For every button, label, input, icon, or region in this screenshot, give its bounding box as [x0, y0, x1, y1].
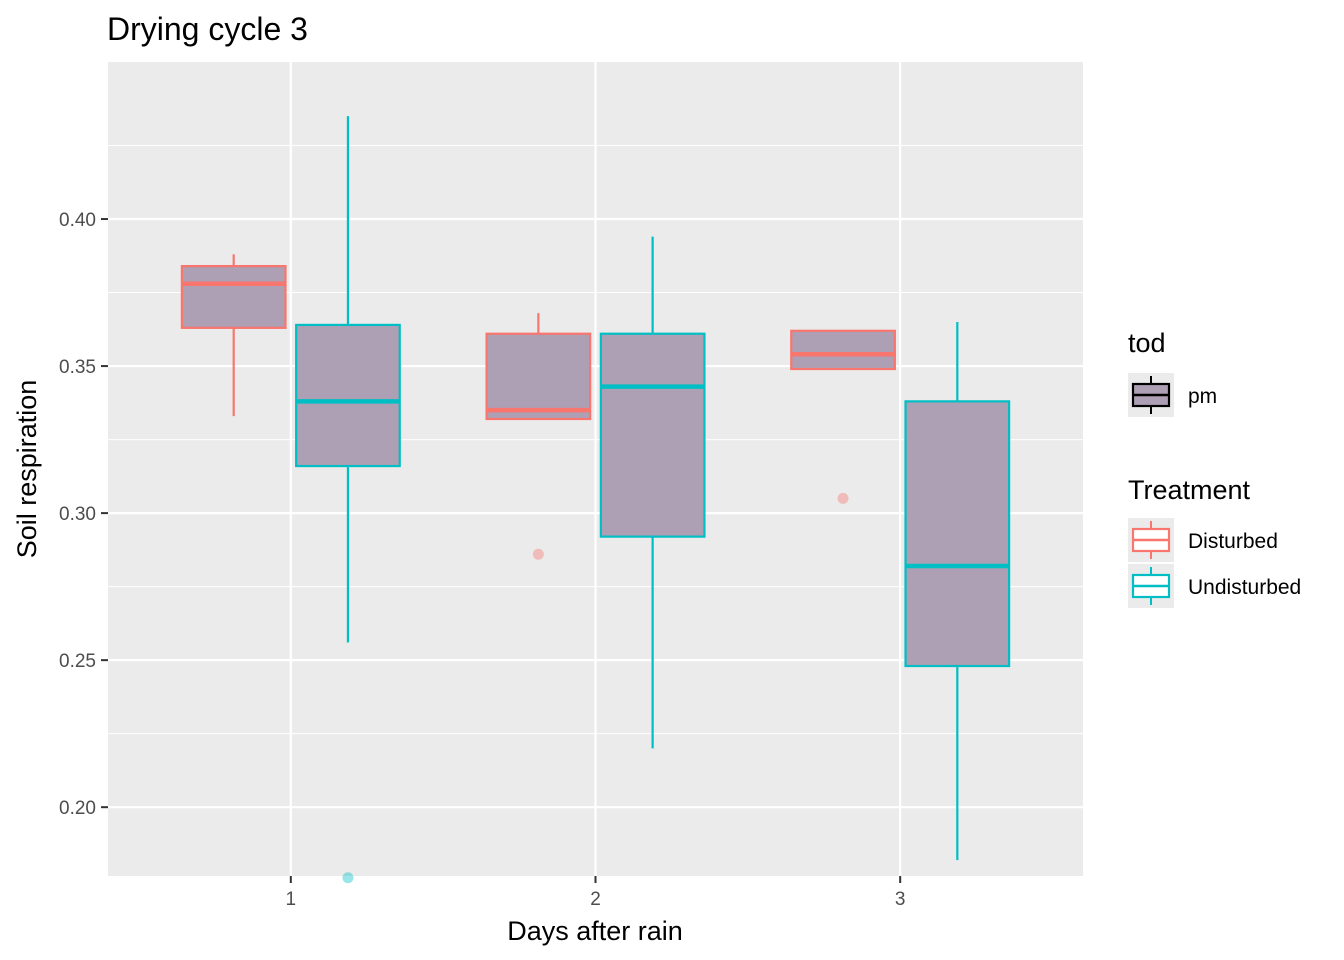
- x-tick-label: 2: [590, 889, 601, 910]
- x-axis: 1 2 3: [286, 876, 906, 910]
- box-disturbed-day-2: [485, 313, 592, 560]
- y-tick-label: 0.20: [59, 798, 96, 819]
- box-body: [904, 400, 1011, 668]
- outlier-point: [532, 548, 544, 560]
- box-body: [599, 332, 706, 538]
- outlier-point: [342, 872, 354, 884]
- legend-title-treatment: Treatment: [1128, 475, 1251, 505]
- legend-title-tod: tod: [1128, 328, 1166, 358]
- legend-key-pm: [1128, 373, 1174, 417]
- box-body: [180, 264, 287, 329]
- legend-key-undisturbed: [1128, 564, 1174, 608]
- box-disturbed-day-3: [790, 329, 896, 504]
- y-tick-label: 0.35: [59, 357, 96, 378]
- y-tick-label: 0.25: [59, 651, 96, 672]
- chart-title: Drying cycle 3: [107, 11, 308, 47]
- outlier-point: [837, 492, 849, 504]
- box-body: [485, 332, 592, 421]
- legend-label-undisturbed: Undisturbed: [1188, 576, 1301, 599]
- x-tick-label: 3: [895, 889, 906, 910]
- y-axis-title: Soil respiration: [12, 380, 42, 559]
- y-tick-label: 0.40: [59, 210, 96, 231]
- x-axis-title: Days after rain: [507, 916, 683, 946]
- legend-label-disturbed: Disturbed: [1188, 530, 1278, 553]
- box-body: [295, 323, 401, 468]
- box-marks: [180, 116, 1011, 884]
- box-disturbed-day-1: [180, 254, 287, 417]
- legend-key-disturbed: [1128, 518, 1174, 562]
- box-body: [790, 329, 896, 371]
- box-undisturbed-day-2: [599, 236, 706, 749]
- y-axis: 0.20 0.25 0.30 0.35 0.40: [59, 210, 108, 819]
- box-undisturbed-day-1: [295, 116, 401, 884]
- y-tick-label: 0.30: [59, 504, 96, 525]
- box-undisturbed-day-3: [904, 321, 1011, 861]
- legend-label-pm: pm: [1188, 385, 1217, 408]
- legend: tod pm Treatment Disturbed Undisturbed: [1128, 328, 1301, 608]
- x-tick-label: 1: [286, 889, 297, 910]
